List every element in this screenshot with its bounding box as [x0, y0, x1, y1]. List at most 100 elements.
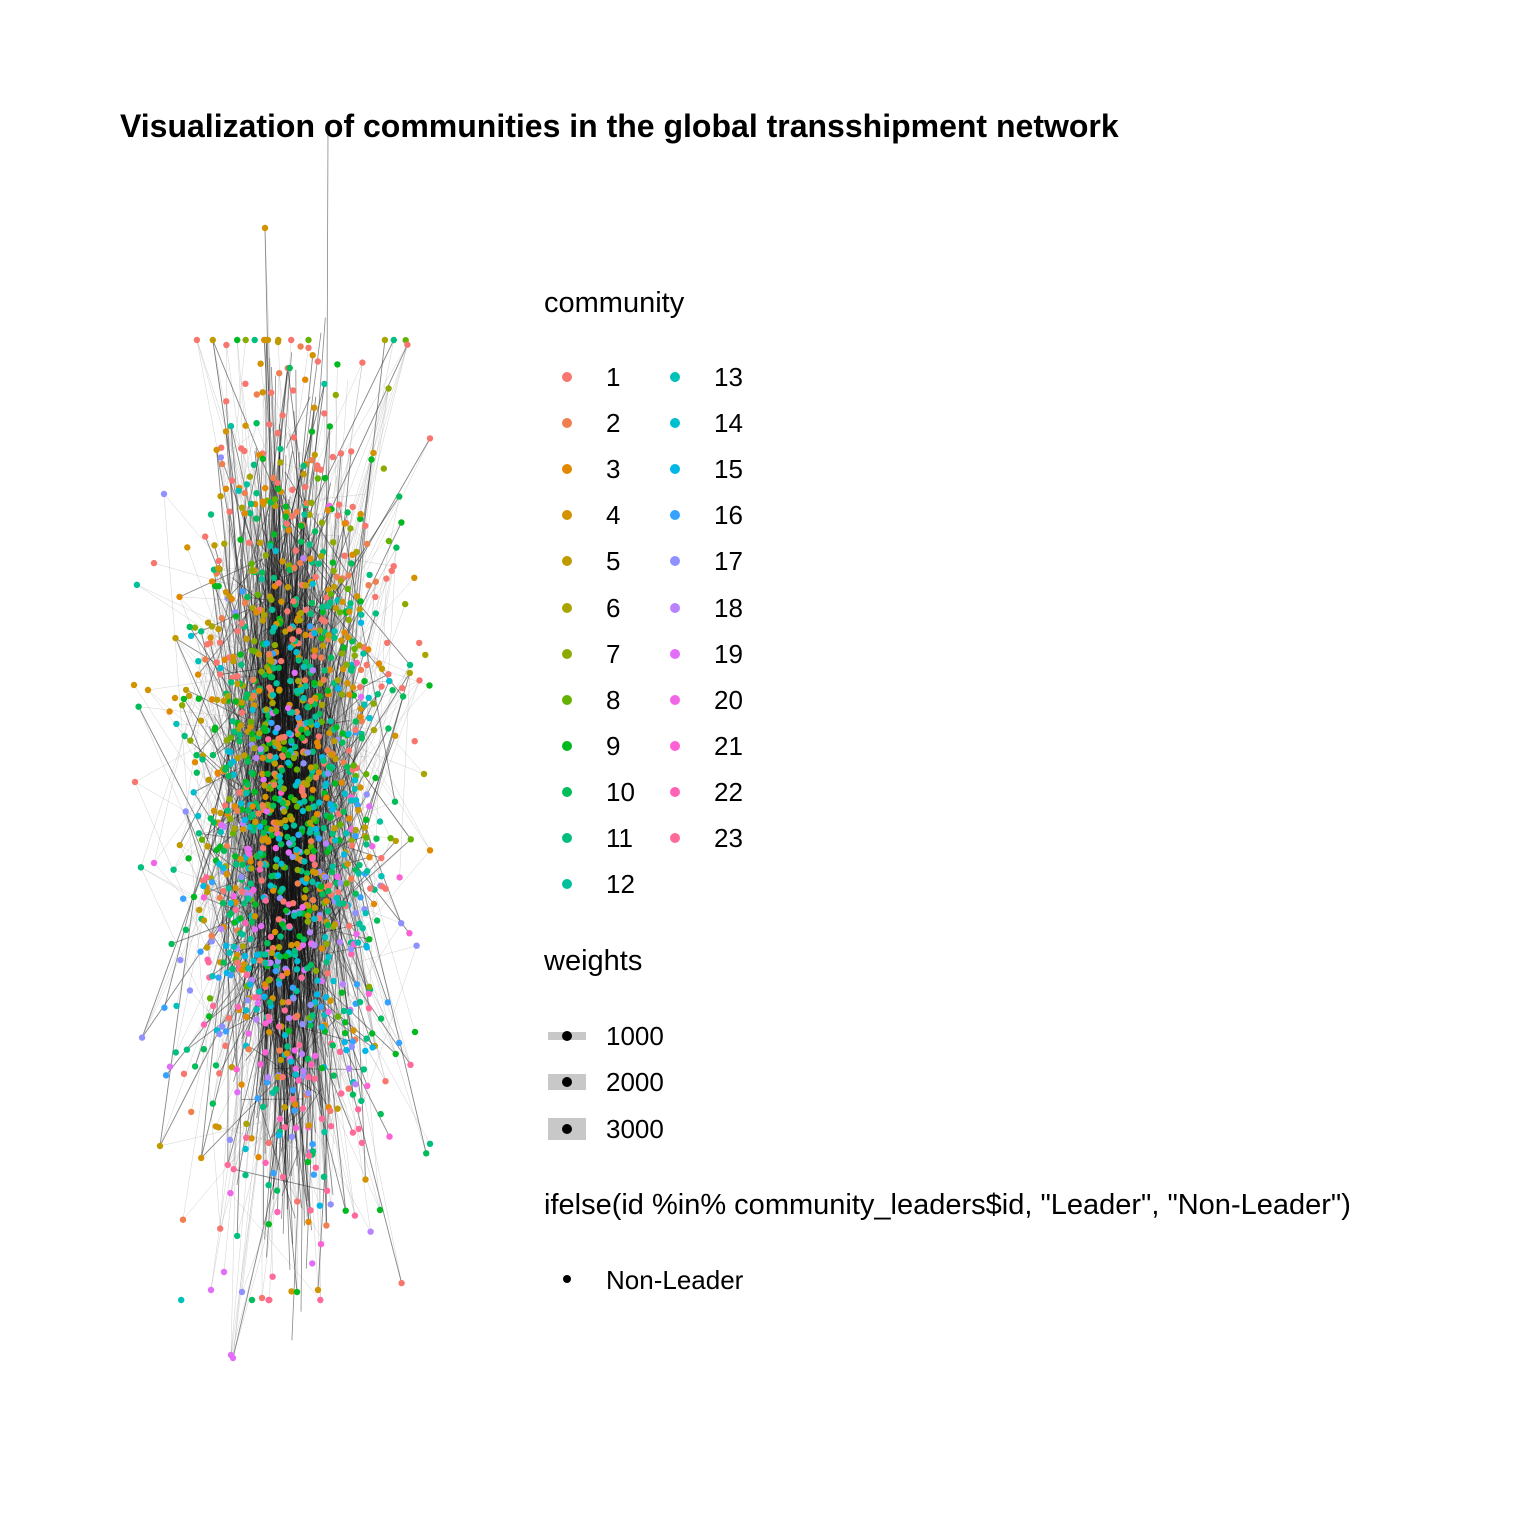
- network-node-community-18: [309, 667, 316, 674]
- network-node-community-14: [272, 547, 280, 555]
- network-node-community-2: [357, 666, 365, 674]
- network-node-community-10: [325, 887, 332, 895]
- network-node-community-4: [339, 598, 346, 606]
- network-node-community-7: [351, 652, 358, 659]
- network-node-community-5: [234, 680, 241, 687]
- network-node-community-3: [314, 810, 321, 818]
- network-node-community-13: [346, 1008, 353, 1015]
- legend-label-community-7: 7: [606, 638, 621, 669]
- network-node-community-14: [250, 957, 257, 965]
- network-node-community-7: [366, 983, 373, 990]
- network-node-community-8: [305, 805, 312, 812]
- network-node-community-5: [268, 826, 275, 833]
- legend-label-community-2: 2: [606, 408, 621, 439]
- network-node-community-9: [311, 679, 318, 686]
- network-node-community-2: [320, 676, 327, 683]
- network-edge: [314, 680, 390, 686]
- network-edge: [260, 826, 267, 941]
- network-node-community-14: [309, 580, 316, 588]
- network-node-community-13: [300, 663, 308, 671]
- network-node-community-20: [334, 873, 341, 880]
- network-node-community-11: [360, 1066, 368, 1073]
- network-node-community-9: [342, 1207, 349, 1214]
- network-node-community-1: [302, 483, 309, 491]
- network-node-community-9: [239, 806, 246, 813]
- network-node-community-23: [307, 1207, 314, 1214]
- network-node-community-13: [235, 487, 242, 494]
- network-node-community-2: [296, 721, 304, 728]
- network-node-community-9: [331, 780, 339, 787]
- network-node-community-23: [243, 971, 250, 979]
- network-node-community-21: [396, 874, 403, 881]
- network-node-community-9: [285, 751, 292, 759]
- network-node-community-9: [310, 847, 318, 855]
- network-edge: [321, 555, 349, 576]
- network-node-community-1: [234, 673, 241, 680]
- network-node-community-3: [323, 898, 330, 905]
- network-node-community-9: [317, 883, 325, 890]
- network-edge: [188, 858, 205, 898]
- network-node-community-12: [364, 868, 371, 875]
- network-node-community-8: [327, 590, 335, 598]
- network-node-community-1: [279, 1073, 286, 1081]
- network-node-community-9: [340, 644, 348, 651]
- network-edge: [282, 933, 292, 1234]
- network-node-community-10: [248, 1296, 256, 1304]
- network-edge: [256, 857, 260, 1069]
- network-node-community-1: [225, 1014, 232, 1022]
- network-node-community-1: [416, 677, 423, 684]
- network-node-community-20: [245, 1030, 252, 1037]
- network-node-community-14: [249, 706, 256, 713]
- network-node-community-14: [220, 864, 227, 872]
- network-node-community-10: [193, 752, 200, 759]
- network-node-community-13: [301, 858, 308, 865]
- network-node-community-7: [370, 700, 377, 707]
- legend-label-community-20: 20: [714, 684, 743, 715]
- network-node-community-1: [277, 657, 285, 665]
- network-node-community-22: [262, 1159, 269, 1167]
- network-node-community-8: [363, 834, 370, 841]
- network-node-community-11: [284, 1043, 291, 1050]
- network-edge: [280, 680, 286, 1074]
- network-node-community-9: [260, 819, 268, 826]
- network-node-community-22: [200, 1021, 208, 1028]
- network-edge: [230, 682, 261, 1065]
- network-node-community-9: [268, 832, 276, 839]
- legend-label-community-10: 10: [606, 776, 635, 807]
- network-node-community-4: [232, 884, 239, 892]
- network-node-community-23: [318, 1115, 326, 1122]
- network-node-community-4: [344, 680, 351, 687]
- network-node-community-7: [226, 796, 233, 803]
- network-node-community-11: [300, 462, 307, 469]
- network-node-community-1: [372, 593, 379, 601]
- network-node-community-4: [261, 224, 269, 232]
- legend-label-community-1: 1: [606, 362, 621, 392]
- network-node-community-8: [337, 821, 344, 828]
- network-node-community-4: [274, 741, 282, 748]
- network-node-community-9: [308, 795, 315, 802]
- network-node-community-12: [312, 713, 319, 720]
- network-node-community-2: [179, 1216, 187, 1223]
- network-edge: [240, 676, 254, 696]
- network-node-community-2: [365, 582, 372, 589]
- network-node-community-10: [297, 538, 305, 545]
- network-node-community-19: [166, 1063, 174, 1070]
- network-node-community-5: [256, 539, 264, 546]
- network-node-community-14: [278, 860, 285, 867]
- network-node-community-23: [289, 1096, 297, 1103]
- network-node-community-16: [354, 801, 361, 809]
- network-node-community-16: [291, 1107, 298, 1114]
- network-node-community-7: [265, 977, 272, 984]
- network-node-community-2: [266, 753, 274, 760]
- network-node-community-8: [247, 718, 255, 725]
- network-node-community-12: [239, 931, 246, 938]
- network-node-community-2: [255, 810, 262, 817]
- network-node-community-15: [253, 951, 261, 958]
- network-node-community-14: [325, 953, 332, 960]
- network-node-community-7: [227, 815, 234, 823]
- network-node-community-11: [224, 807, 231, 814]
- network-node-community-10: [396, 493, 403, 500]
- network-edge: [200, 477, 274, 1159]
- network-node-community-7: [402, 600, 409, 608]
- network-node-community-6: [318, 701, 326, 708]
